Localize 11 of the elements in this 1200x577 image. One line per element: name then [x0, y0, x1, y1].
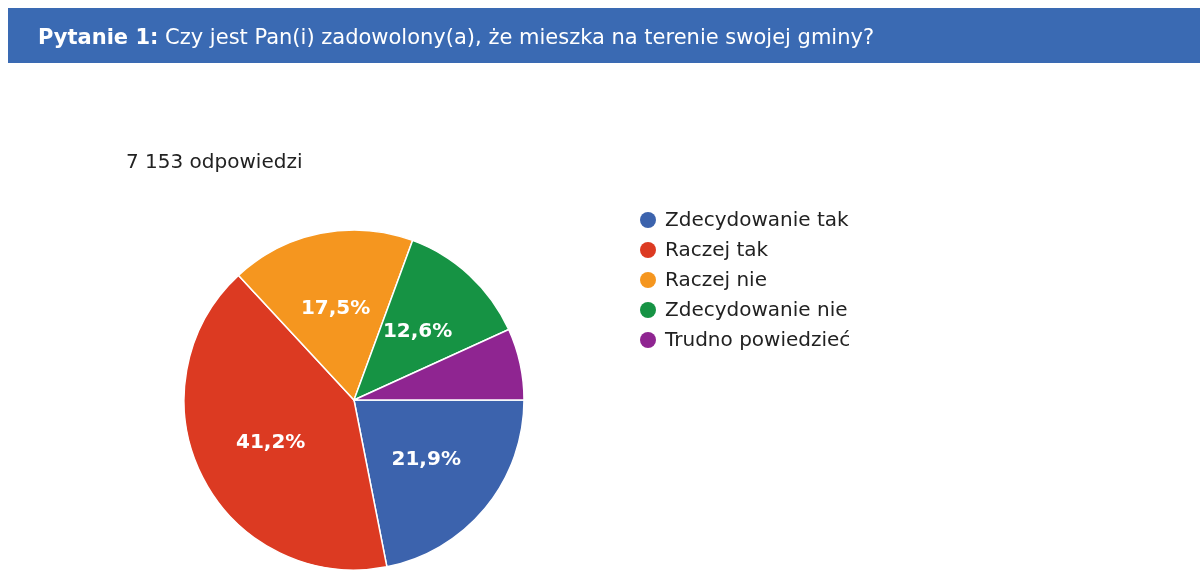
- chart-title: Pytanie 1: Czy jest Pan(i) zadowolony(a), że mieszka na terenie swojej gminy?: [38, 25, 875, 49]
- legend-label: Zdecydowanie tak: [665, 206, 850, 231]
- legend-label: Raczej tak: [665, 236, 769, 261]
- data-label: 41,2%: [236, 428, 306, 453]
- data-label: 17,5%: [300, 294, 371, 319]
- data-label: 21,9%: [391, 445, 461, 470]
- legend-label: Trudno powiedzieć: [664, 326, 851, 351]
- chart-subtitle: 7 153 odpowiedzi: [126, 149, 303, 173]
- legend-label: Raczej nie: [665, 266, 767, 291]
- legend-label: Zdecydowanie nie: [665, 296, 848, 321]
- data-label: 12,6%: [382, 317, 453, 342]
